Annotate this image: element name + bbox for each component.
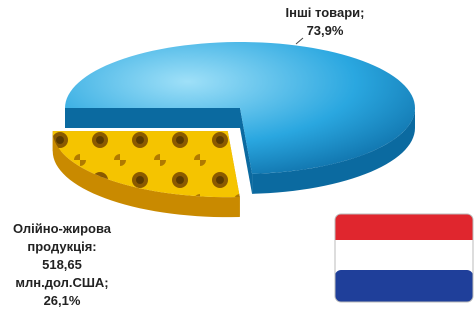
annotation: 518,65 млн.дол.США;	[15, 257, 108, 290]
chart: Інші товари; 73,9% Олійно-жирова продукц…	[0, 0, 476, 313]
value-label: 73,9%	[307, 23, 344, 38]
slice-label: Олійно-жирова продукція: 518,65 млн.дол.…	[2, 220, 122, 310]
slice-face	[65, 108, 240, 128]
category-label: Олійно-жирова продукція:	[13, 221, 111, 254]
pie-slice	[53, 131, 240, 197]
pie	[53, 42, 415, 217]
value-label: 26,1%	[44, 293, 81, 308]
slice-label: Інші товари; 73,9%	[255, 4, 395, 40]
category-label: Інші товари;	[286, 5, 365, 20]
flag	[335, 214, 473, 302]
